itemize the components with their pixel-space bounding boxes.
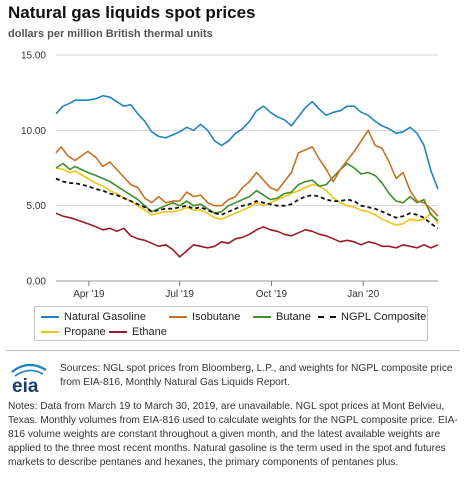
series-line-butane: [55, 162, 439, 222]
series-line-ethane: [55, 212, 439, 258]
series-line-natural-gasoline: [55, 94, 439, 190]
chart-legend: Natural Gasoline Isobutane Butane NGPL Comp…: [34, 306, 428, 341]
series-lines: [55, 94, 439, 258]
legend-label: Propane: [64, 326, 106, 338]
legend-swatch: [41, 316, 59, 318]
divider: [6, 350, 460, 351]
series-line-isobutane: [55, 129, 439, 217]
legend-swatch: [41, 331, 59, 333]
x-tick-label: Oct '19: [256, 289, 288, 300]
chart-subtitle: dollars per million British thermal unit…: [8, 28, 213, 40]
y-tick-label: 10.00: [21, 126, 46, 137]
legend-swatch: [169, 316, 187, 318]
legend-label: Isobutane: [192, 311, 241, 323]
x-tick-label: Apr '19: [73, 289, 105, 300]
line-chart: 0.00 5.00 10.00 15.00 Apr '19 Jul '19 Oct '19…: [21, 51, 439, 300]
y-tick-label: 15.00: [21, 51, 46, 62]
y-axis-labels: 0.00 5.00 10.00 15.00: [21, 51, 46, 288]
x-tick-label: Jan '20: [347, 289, 379, 300]
chart-title: Natural gas liquids spot prices: [8, 3, 256, 22]
y-tick-label: 5.00: [27, 201, 47, 212]
legend-item: Butane: [253, 311, 311, 323]
legend-swatch: [318, 316, 336, 318]
legend-item: Natural Gasoline: [41, 311, 146, 323]
legend-label: Natural Gasoline: [64, 311, 146, 323]
legend-item: Ethane: [109, 326, 167, 338]
legend-item: NGPL Composite: [318, 311, 426, 323]
legend-label: Butane: [276, 311, 311, 323]
logo-text: eia: [12, 376, 39, 397]
x-axis-ticks: [88, 281, 364, 286]
x-tick-label: Jul '19: [165, 289, 194, 300]
source-note: Sources: NGL spot prices from Bloomberg,…: [60, 363, 453, 388]
series-line-ngpl-composite: [55, 177, 439, 230]
chart-notes: Notes: Data from March 19 to March 30, 2…: [8, 401, 458, 468]
legend-label: Ethane: [132, 326, 167, 338]
series-line-propane: [55, 167, 439, 227]
y-tick-label: 0.00: [27, 277, 47, 288]
grid-lines: [56, 54, 438, 282]
legend-item: Isobutane: [169, 311, 240, 323]
x-axis-labels: Apr '19 Jul '19 Oct '19 Jan '20: [73, 289, 379, 300]
eia-logo: eia: [11, 363, 47, 397]
legend-item: Propane: [41, 326, 106, 338]
legend-label: NGPL Composite: [341, 311, 427, 323]
legend-swatch: [109, 331, 127, 333]
legend-swatch: [253, 316, 271, 318]
